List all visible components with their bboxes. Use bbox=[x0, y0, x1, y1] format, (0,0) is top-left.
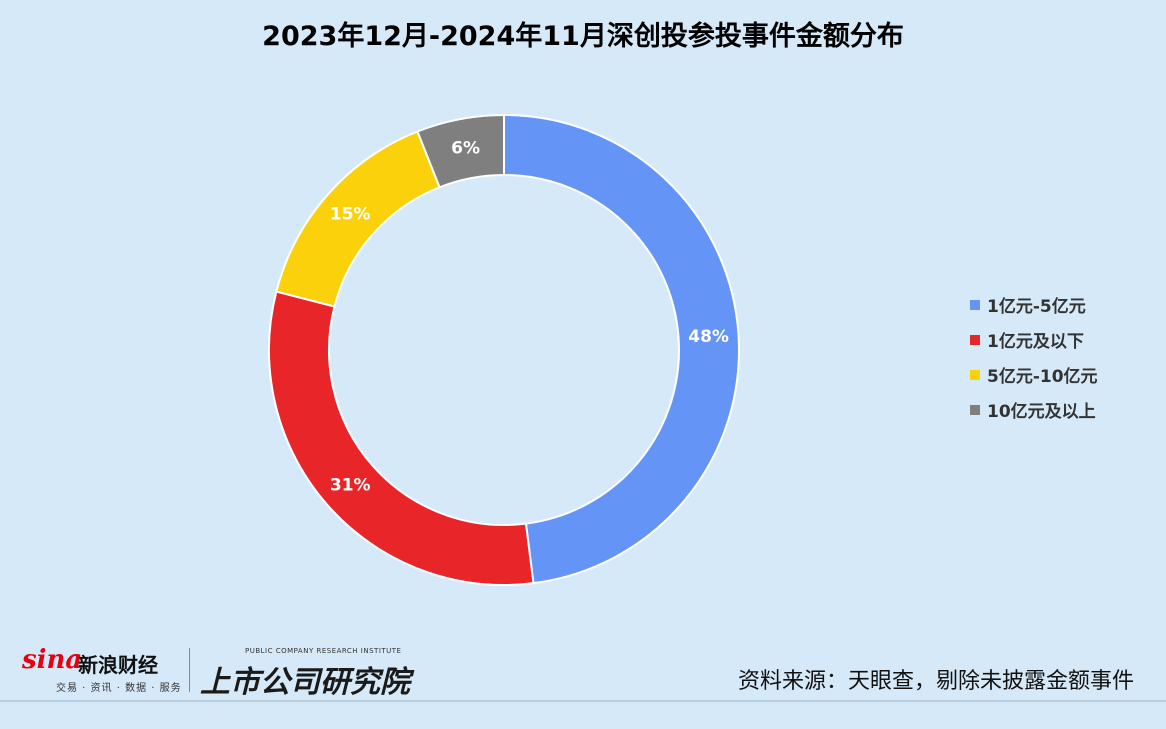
source-note: 资料来源：天眼查，剔除未披露金额事件 bbox=[737, 669, 1134, 694]
donut-slice bbox=[416, 113, 505, 189]
legend-label: 1亿元-5亿元 bbox=[987, 297, 1086, 317]
legend-label: 10亿元及以上 bbox=[987, 402, 1096, 422]
donut-slice bbox=[503, 113, 740, 585]
footer-divider bbox=[0, 700, 1166, 702]
research-institute-logo: PUBLIC COMPANY RESEARCH INSTITUTE 上市公司研究… bbox=[200, 645, 420, 700]
chart-title: 2023年12月-2024年11月深创投参投事件金额分布 bbox=[262, 21, 904, 52]
logo-divider bbox=[189, 648, 190, 692]
donut-slice bbox=[268, 290, 535, 586]
institute-name: 上市公司研究院 bbox=[200, 665, 410, 700]
institute-english-name: PUBLIC COMPANY RESEARCH INSTITUTE bbox=[245, 647, 402, 655]
legend-item: 5亿元-10亿元 bbox=[970, 357, 1098, 392]
legend-label: 1亿元及以下 bbox=[987, 332, 1084, 352]
slice-data-label: 48% bbox=[688, 327, 729, 347]
slice-data-label: 15% bbox=[330, 204, 371, 224]
slice-data-label: 31% bbox=[330, 476, 371, 496]
legend-swatch bbox=[970, 404, 980, 415]
sina-brand-name: 新浪财经 bbox=[78, 653, 158, 677]
sina-tagline: 交易 · 资讯 · 数据 · 服务 bbox=[56, 683, 182, 694]
chart-legend: 1亿元-5亿元 1亿元及以下 5亿元-10亿元 10亿元及以上 bbox=[970, 287, 1098, 427]
legend-swatch bbox=[970, 299, 980, 310]
legend-swatch bbox=[970, 369, 980, 380]
slice-data-label: 6% bbox=[451, 139, 480, 159]
legend-item: 10亿元及以上 bbox=[970, 392, 1098, 427]
legend-item: 1亿元-5亿元 bbox=[970, 287, 1098, 322]
legend-item: 1亿元及以下 bbox=[970, 322, 1098, 357]
sina-wordmark: sina bbox=[22, 645, 83, 675]
legend-label: 5亿元-10亿元 bbox=[987, 367, 1098, 387]
sina-finance-logo: sina 新浪财经 交易 · 资讯 · 数据 · 服务 bbox=[22, 645, 182, 695]
legend-swatch bbox=[970, 334, 980, 345]
